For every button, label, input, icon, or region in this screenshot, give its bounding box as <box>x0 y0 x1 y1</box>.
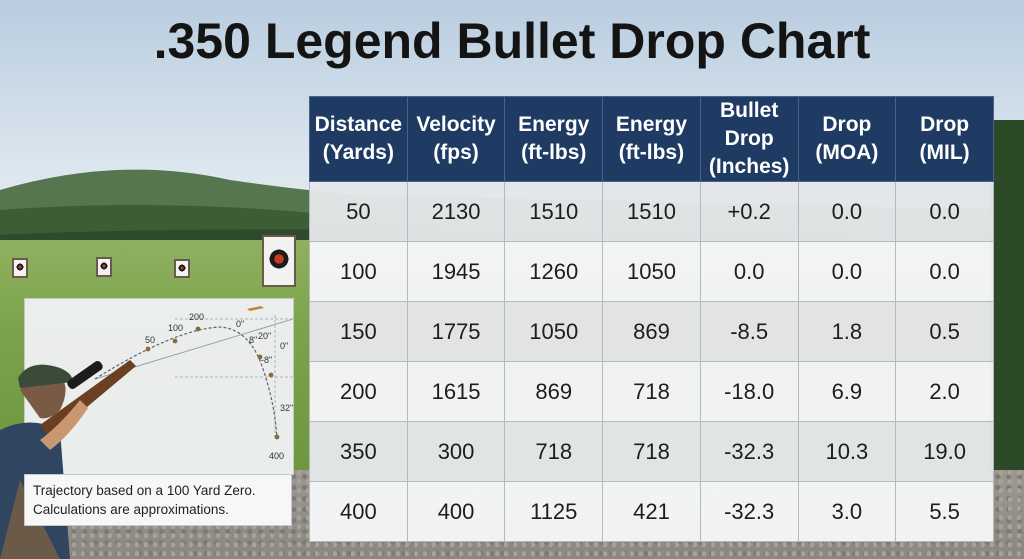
table-cell: 400 <box>406 481 506 542</box>
column-header-line: (Inches) <box>708 155 790 178</box>
table-cell: 1945 <box>406 241 506 302</box>
table-cell: 200 <box>309 361 408 422</box>
column-header-line: Drop <box>822 113 872 136</box>
distance-label: 400 <box>269 451 284 461</box>
table-cell: -32.3 <box>699 481 799 542</box>
bullet-drop-table: Distance (Yards) Velocity (fps) Energy (ft-lb… <box>309 96 994 542</box>
column-header-line: (MOA) <box>815 141 879 164</box>
table-cell: 0.0 <box>797 181 897 242</box>
column-header-line: (ft-lbs) <box>521 141 587 164</box>
table-cell: 1.8 <box>797 301 897 362</box>
column-header: Energy (ft-lbs) <box>504 96 604 182</box>
table-row: 400 400 1125 421 -32.3 3.0 5.5 <box>309 481 994 542</box>
drop-label: 0" <box>280 341 288 351</box>
table-row: 350 300 718 718 -32.3 10.3 19.0 <box>309 421 994 482</box>
table-cell: 50 <box>309 181 408 242</box>
column-header-line: Energy <box>518 113 590 136</box>
column-header: Distance (Yards) <box>309 96 408 182</box>
table-cell: 1510 <box>504 181 604 242</box>
drop-label: 20" <box>258 331 271 341</box>
table-cell: 1125 <box>504 481 604 542</box>
table-cell: 1050 <box>504 301 604 362</box>
column-header-line: Energy <box>615 113 688 136</box>
column-header: Energy (ft-lbs) <box>602 96 701 182</box>
table-cell: 2.0 <box>895 361 994 422</box>
table-cell: -32.3 <box>699 421 799 482</box>
tree-line-right <box>990 120 1024 470</box>
table-cell: 10.3 <box>797 421 897 482</box>
table-header-row: Distance (Yards) Velocity (fps) Energy (ft-lb… <box>309 96 994 182</box>
table-row: 200 1615 869 718 -18.0 6.9 2.0 <box>309 361 994 422</box>
table-cell: 100 <box>309 241 408 302</box>
column-header: Bullet Drop (Inches) <box>699 96 799 182</box>
page-title: .350 Legend Bullet Drop Chart <box>153 13 871 69</box>
range-target <box>12 258 28 278</box>
table-cell: 5.5 <box>895 481 994 542</box>
table-row: 150 1775 1050 869 -8.5 1.8 0.5 <box>309 301 994 362</box>
table-cell: 1615 <box>406 361 506 422</box>
table-row: 100 1945 1260 1050 0.0 0.0 0.0 <box>309 241 994 302</box>
bullet-drop-table-container: Distance (Yards) Velocity (fps) Energy (ft-lb… <box>309 96 994 542</box>
table-cell: 0.0 <box>895 241 994 302</box>
column-header-line: (Yards) <box>322 141 394 164</box>
table-cell: 1775 <box>406 301 506 362</box>
range-target <box>174 259 190 278</box>
column-header-line: Drop <box>920 113 970 136</box>
distance-label: 100 <box>168 323 183 333</box>
table-cell: 869 <box>504 361 604 422</box>
table-cell: 0.5 <box>895 301 994 362</box>
table-cell: 421 <box>602 481 701 542</box>
table-cell: 718 <box>602 421 701 482</box>
table-cell: 1260 <box>504 241 604 302</box>
table-cell: 300 <box>406 421 506 482</box>
column-header: Drop (MIL) <box>895 96 994 182</box>
table-cell: 3.0 <box>797 481 897 542</box>
table-cell: 2130 <box>406 181 506 242</box>
column-header-line: Bullet Drop <box>719 99 779 150</box>
table-cell: 400 <box>309 481 408 542</box>
column-header-line: (ft-lbs) <box>618 141 685 164</box>
table-cell: 0.0 <box>797 241 897 302</box>
drop-label: -8" <box>261 355 272 365</box>
distance-label: 200 <box>189 312 204 322</box>
table-cell: 869 <box>602 301 701 362</box>
table-cell: 1050 <box>602 241 701 302</box>
table-cell: -18.0 <box>699 361 799 422</box>
drop-label: 8" <box>249 335 257 345</box>
distance-label: 50 <box>145 335 155 345</box>
table-cell: 6.9 <box>797 361 897 422</box>
column-header: Velocity (fps) <box>406 96 506 182</box>
note-line: Calculations are approximations. <box>33 502 229 517</box>
drop-label: 0" <box>236 319 244 329</box>
drop-label: 32" <box>280 403 293 413</box>
table-cell: +0.2 <box>699 181 799 242</box>
table-cell: 0.0 <box>895 181 994 242</box>
table-cell: 0.0 <box>699 241 799 302</box>
range-target <box>262 235 296 287</box>
table-cell: -8.5 <box>699 301 799 362</box>
table-cell: 19.0 <box>895 421 994 482</box>
column-header-line: Velocity <box>416 113 496 136</box>
table-body: 50 2130 1510 1510 +0.2 0.0 0.0 100 1945 1260 1050 0… <box>309 181 994 542</box>
range-target <box>96 257 112 277</box>
note-line: Trajectory based on a 100 Yard Zero. <box>33 483 256 498</box>
table-cell: 150 <box>309 301 408 362</box>
table-cell: 1510 <box>602 181 701 242</box>
column-header-line: (MIL) <box>919 141 970 164</box>
table-cell: 718 <box>602 361 701 422</box>
table-cell: 350 <box>309 421 408 482</box>
table-row: 50 2130 1510 1510 +0.2 0.0 0.0 <box>309 181 994 242</box>
table-cell: 718 <box>504 421 604 482</box>
column-header: Drop (MOA) <box>797 96 897 182</box>
disclaimer-note: Trajectory based on a 100 Yard Zero. Cal… <box>24 474 292 526</box>
column-header-line: Distance <box>314 113 403 136</box>
column-header-line: (fps) <box>433 141 479 164</box>
